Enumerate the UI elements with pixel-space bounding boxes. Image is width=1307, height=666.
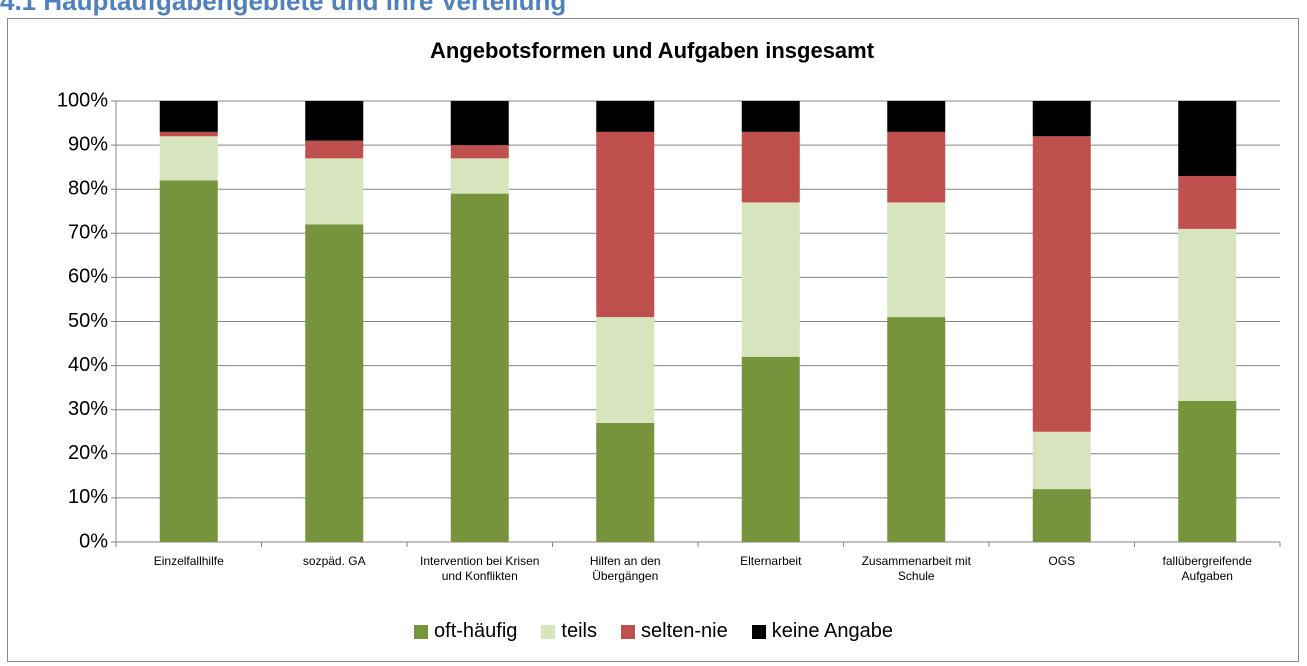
legend: oft-häufig teils selten-nie keine Angabe — [0, 620, 1307, 643]
bar-segment — [741, 131, 800, 203]
bar-segment — [450, 101, 509, 146]
y-tick-label: 90% — [68, 133, 108, 155]
bar-segment — [741, 101, 800, 132]
x-tick-label: sozpäd. GA — [302, 554, 366, 568]
y-tick-label: 30% — [68, 398, 108, 420]
bar-segment — [1178, 175, 1237, 229]
x-tick-label: OGS — [1048, 554, 1076, 568]
bar-segment — [887, 131, 946, 203]
bar-segment — [596, 422, 655, 542]
y-tick-label: 0% — [79, 530, 108, 552]
bar-segment — [596, 131, 655, 318]
bar-segment — [596, 317, 655, 423]
bar-segment — [305, 224, 364, 543]
x-tick-label: Einzelfallhilfe — [153, 554, 224, 568]
legend-swatch — [751, 624, 766, 639]
bar-segment — [1032, 136, 1091, 432]
y-tick-label: 40% — [68, 354, 108, 376]
bar-segment — [450, 145, 509, 159]
bar-segment — [159, 101, 218, 132]
legend-label: teils — [561, 620, 597, 642]
bar-segment — [305, 101, 364, 141]
bar-segment — [1032, 101, 1091, 137]
bar-segment — [159, 180, 218, 542]
bar-segment — [1178, 400, 1237, 542]
y-tick-label: 100% — [57, 89, 108, 111]
x-tick-label: Intervention bei Krisen und Konflikten — [420, 554, 540, 583]
bar-segment — [450, 158, 509, 194]
y-tick-label: 10% — [68, 486, 108, 508]
bar-segment — [305, 140, 364, 159]
bar-segment — [887, 317, 946, 542]
bar-segment — [159, 136, 218, 181]
y-tick-label: 80% — [68, 177, 108, 199]
legend-label: oft-häufig — [434, 620, 518, 642]
legend-item: teils — [541, 620, 597, 643]
y-tick-label: 70% — [68, 222, 108, 244]
bar-segment — [887, 202, 946, 318]
legend-swatch — [621, 624, 635, 639]
legend-label: selten-nie — [641, 620, 728, 642]
x-tick-label: Hilfen an den Übergängen — [589, 554, 661, 583]
heading: 4.1 Hauptaufgabengebiete und ihre Vertei… — [0, 0, 567, 16]
x-tick-label: Elternarbeit — [740, 554, 802, 568]
legend-item: keine Angabe — [751, 620, 893, 643]
bar-segment — [1032, 489, 1091, 542]
legend-swatch — [414, 624, 429, 639]
y-tick-label: 20% — [68, 442, 108, 464]
legend-item: selten-nie — [621, 620, 728, 643]
x-tick-label: fallübergreifende Aufgaben — [1162, 554, 1252, 583]
bar-segment — [1178, 228, 1237, 401]
bar-segment — [1178, 101, 1237, 176]
bar-segment — [887, 101, 946, 132]
bar-segment — [1032, 431, 1091, 490]
bar-segment — [741, 202, 800, 357]
chart-title: Angebotsformen und Aufgaben insgesamt — [430, 38, 875, 63]
y-tick-label: 60% — [68, 266, 108, 288]
bar-segment — [159, 131, 218, 137]
bar-segment — [741, 356, 800, 542]
bar-segment — [596, 101, 655, 132]
bar-segment — [305, 158, 364, 225]
legend-label: keine Angabe — [771, 620, 893, 642]
legend-item: oft-häufig — [414, 620, 517, 643]
y-tick-label: 50% — [68, 310, 108, 332]
bar-segment — [450, 193, 509, 543]
x-tick-label: Zusammenarbeit mit Schule — [861, 554, 971, 583]
legend-swatch — [541, 624, 556, 639]
